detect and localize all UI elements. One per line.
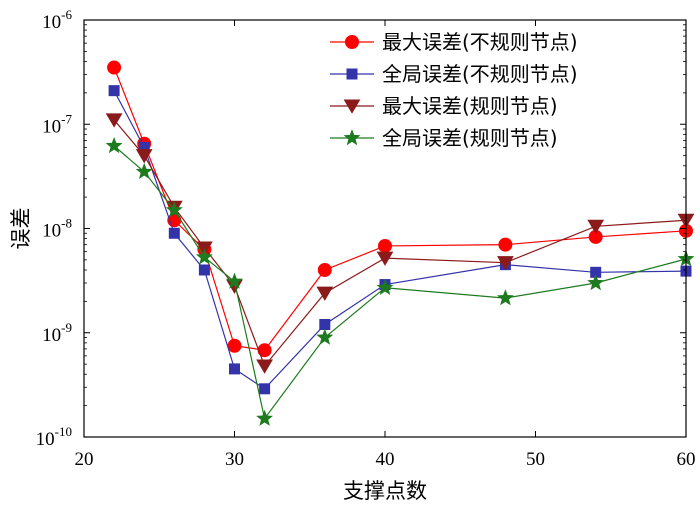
data-point xyxy=(587,219,605,235)
series-4 xyxy=(105,136,695,426)
legend-item: 最大误差(不规则节点) xyxy=(330,30,578,54)
data-point xyxy=(316,328,334,345)
x-axis-title: 支撑点数 xyxy=(343,479,427,503)
data-point xyxy=(135,162,153,179)
data-point xyxy=(226,272,243,289)
x-tick-label: 20 xyxy=(75,449,94,470)
data-point xyxy=(319,318,331,330)
data-point xyxy=(497,256,514,271)
data-point xyxy=(135,149,153,164)
series-3 xyxy=(105,113,695,374)
data-point xyxy=(227,338,242,353)
legend-label: 最大误差(不规则节点) xyxy=(382,30,578,54)
legend-marker xyxy=(343,99,361,114)
data-point xyxy=(168,227,180,239)
legend-marker xyxy=(343,129,361,146)
legend-marker xyxy=(345,35,359,49)
y-tick-label: 10-8 xyxy=(42,216,72,242)
data-point xyxy=(376,251,394,266)
data-point xyxy=(259,383,271,395)
y-tick-label: 10-7 xyxy=(42,111,72,137)
y-tick-label: 10-10 xyxy=(36,424,72,450)
legend-label: 全局误差(规则节点) xyxy=(382,126,558,150)
data-point xyxy=(256,359,273,374)
data-point xyxy=(587,274,605,291)
y-tick-label: 10-9 xyxy=(42,320,72,346)
data-point xyxy=(317,262,332,277)
data-point xyxy=(316,286,334,301)
y-axis-title: 误差 xyxy=(9,208,33,250)
data-point xyxy=(229,363,240,375)
x-tick-label: 60 xyxy=(677,449,696,470)
data-point xyxy=(105,113,123,128)
data-point xyxy=(498,237,513,252)
data-point xyxy=(496,289,514,306)
legend-item: 最大误差(规则节点) xyxy=(330,94,558,118)
data-point xyxy=(378,238,392,253)
legend-marker xyxy=(346,68,358,80)
data-point xyxy=(105,136,123,154)
data-point xyxy=(376,278,394,295)
data-point xyxy=(165,201,183,218)
data-point xyxy=(256,409,274,426)
x-tick-label: 30 xyxy=(225,449,244,470)
data-point xyxy=(198,264,210,276)
legend-label: 全局误差(不规则节点) xyxy=(382,62,578,86)
legend-label: 最大误差(规则节点) xyxy=(382,94,558,118)
data-point xyxy=(107,60,122,75)
legend-item: 全局误差(不规则节点) xyxy=(330,62,578,86)
data-point xyxy=(108,85,120,97)
legend: 最大误差(不规则节点) 全局误差(不规则节点) 最大误差(规则节点) 全局误差(规则节… xyxy=(330,30,578,150)
x-tick-label: 40 xyxy=(376,449,395,470)
x-tick-label: 50 xyxy=(526,449,545,470)
y-tick-label: 10-6 xyxy=(42,7,72,33)
ticks-layer: 20 30 40 50 60 10-10 10-9 10-8 10-7 10-6 xyxy=(36,7,696,470)
legend-item: 全局误差(规则节点) xyxy=(330,126,558,150)
data-point xyxy=(195,248,213,265)
